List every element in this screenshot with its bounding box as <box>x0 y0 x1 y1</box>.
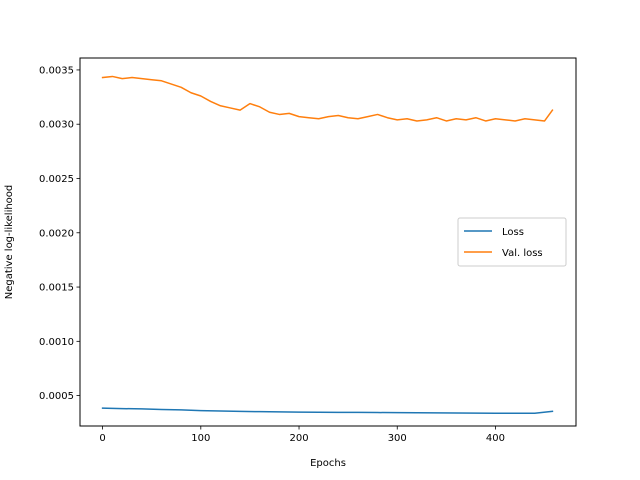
legend-box <box>457 217 567 267</box>
series-line-1 <box>101 407 554 415</box>
x-tick-label: 100 <box>191 433 210 444</box>
legend-label: Val. loss <box>502 248 543 259</box>
y-tick-label: 0.0025 <box>39 174 74 185</box>
y-tick-label: 0.0030 <box>39 120 74 131</box>
x-tick-label: 200 <box>289 433 308 444</box>
y-tick-label: 0.0010 <box>39 337 74 348</box>
y-tick-label: 0.0015 <box>39 283 74 294</box>
x-axis-title: Epochs <box>310 458 346 469</box>
y-axis-title: Negative log-likelihood <box>4 185 15 300</box>
y-axis: 0.0005 0.0010 0.0015 0.0020 0.0025 0.0030 0.00… <box>39 65 80 402</box>
series-line-2 <box>101 75 554 122</box>
x-tick-label: 400 <box>486 433 505 444</box>
x-tick-label: 0 <box>99 433 105 444</box>
y-tick-label: 0.0005 <box>39 391 74 402</box>
plot-frame <box>79 57 577 427</box>
plot-lines <box>101 75 554 415</box>
y-tick-label: 0.0035 <box>39 65 74 76</box>
y-tick-label: 0.0020 <box>39 228 74 239</box>
legend: Loss Val. loss <box>457 217 567 267</box>
legend-label: Loss <box>502 227 524 238</box>
x-tick-label: 300 <box>388 433 407 444</box>
x-axis: 0 100 200 300 400 <box>99 426 505 444</box>
